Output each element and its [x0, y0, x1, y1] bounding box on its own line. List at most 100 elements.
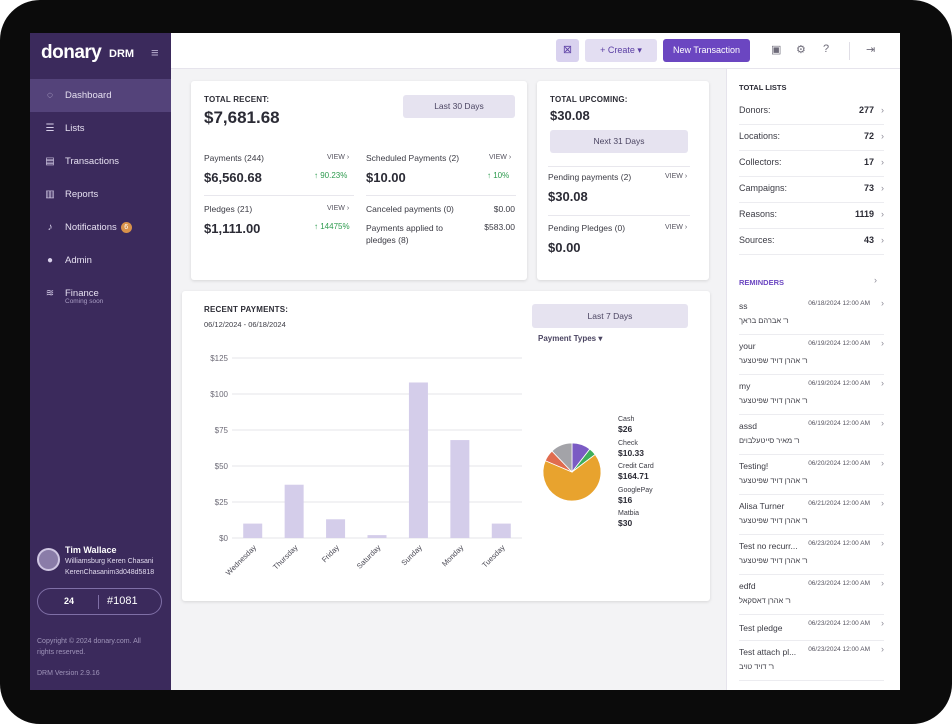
reminder-item[interactable]: Test pledge 06/23/2024 12:00 AM ›: [739, 615, 884, 641]
sidebar-item-reports[interactable]: ▥ Reports: [30, 178, 171, 211]
reminder-item[interactable]: edfd 06/23/2024 12:00 AM › ר' אהרן דאסקאל: [739, 575, 884, 615]
legend-label: Credit Card: [618, 463, 654, 470]
avatar: [37, 548, 60, 571]
reminder-title: Test pledge: [739, 623, 783, 633]
legend-item: Check $10.33: [618, 439, 678, 458]
scheduled-view-link[interactable]: VIEW ›: [489, 154, 512, 161]
legend-value: $16: [618, 494, 633, 505]
legend-item: Matbia $30: [618, 509, 678, 528]
last-30-days-button[interactable]: Last 30 Days: [403, 95, 515, 118]
reminder-item[interactable]: Test no recurr... 06/23/2024 12:00 AM › ר' …: [739, 535, 884, 575]
list-row[interactable]: Campaigns: 73 ›: [739, 177, 884, 203]
reminder-item[interactable]: my 06/19/2024 12:00 AM › ר' אהרן דויד שפיטצ…: [739, 375, 884, 415]
chevron-right-icon: ›: [881, 378, 884, 388]
sidebar-nav: ◌ Dashboard ☰ Lists ▤ Transactions ▥ Rep…: [30, 79, 171, 310]
pending-pledges-value: $0.00: [548, 240, 581, 255]
pie-slice-matbia[interactable]: [551, 442, 573, 473]
bar-thursday[interactable]: [284, 484, 304, 538]
reminders-chevron-icon[interactable]: ›: [874, 275, 877, 285]
sidebar-item-finance[interactable]: ≋ Finance Coming soon: [30, 277, 171, 310]
list-row-value: 17: [863, 157, 874, 167]
copyright: Copyright © 2024 donary.com. All rights …: [37, 638, 141, 656]
list-row[interactable]: Sources: 43 ›: [739, 229, 884, 255]
reminder-date: 06/23/2024 12:00 AM: [808, 620, 870, 627]
chevron-right-icon: ›: [881, 298, 884, 308]
payment-types-dropdown[interactable]: Payment Types ▾: [538, 334, 603, 343]
user-org: Williamsburg Keren Chasani: [65, 558, 154, 565]
payments-label: Payments (244): [204, 153, 264, 163]
bar-saturday[interactable]: [367, 535, 387, 538]
reminder-item[interactable]: Test attach pl... 06/23/2024 12:00 AM › ר' …: [739, 641, 884, 681]
pending-pledges-view-link[interactable]: VIEW ›: [665, 224, 688, 231]
payment-types-pie-chart: [542, 442, 602, 502]
legend-item: Credit Card $164.71: [618, 462, 678, 481]
payments-change: ↑ 90.23%: [314, 171, 348, 180]
reminder-date: 06/20/2024 12:00 AM: [808, 460, 870, 467]
reminder-date: 06/18/2024 12:00 AM: [808, 300, 870, 307]
bar-sunday[interactable]: [408, 382, 428, 538]
reminder-item[interactable]: Testing! 06/20/2024 12:00 AM › ר' אהרן דויד…: [739, 455, 884, 495]
chevron-right-icon: ›: [881, 183, 884, 193]
reminder-title: ss: [739, 301, 748, 311]
sidebar-item-transactions[interactable]: ▤ Transactions: [30, 145, 171, 178]
dashboard-icon: ◌: [47, 90, 53, 101]
pledges-label: Pledges (21): [204, 204, 253, 214]
reminder-title: Test no recurr...: [739, 541, 798, 551]
reminder-item[interactable]: your 06/19/2024 12:00 AM › ר' אהרן דויד שפי…: [739, 335, 884, 375]
reminder-date: 06/19/2024 12:00 AM: [808, 420, 870, 427]
payments-view-link[interactable]: VIEW ›: [327, 154, 350, 161]
menu-toggle-icon[interactable]: ≡: [151, 45, 159, 60]
sidebar-item-lists[interactable]: ☰ Lists: [30, 112, 171, 145]
list-row[interactable]: Donors: 277 ›: [739, 99, 884, 125]
legend-item: Cash $26: [618, 415, 678, 434]
pending-payments-view-link[interactable]: VIEW ›: [665, 173, 688, 180]
sidebar-item-label: Notifications: [65, 222, 117, 233]
settings-box-icon[interactable]: ⚙: [796, 44, 806, 56]
reminder-donor: ר' מאיר סייטעלבוים: [739, 436, 800, 445]
total-lists-title: TOTAL LISTS: [739, 83, 787, 92]
reminder-donor: ר' אהרן דויד שפיטצער: [739, 356, 808, 365]
legend-label: GooglePay: [618, 486, 653, 494]
list-row[interactable]: Reasons: 1119 ›: [739, 203, 884, 229]
user-profile[interactable]: Tim Wallace Williamsburg Keren Chasani K…: [37, 545, 167, 579]
reminder-date: 06/19/2024 12:00 AM: [808, 340, 870, 347]
sidebar-item-admin[interactable]: ● Admin: [30, 244, 171, 277]
last-7-days-button[interactable]: Last 7 Days: [532, 304, 688, 328]
list-row[interactable]: Collectors: 17 ›: [739, 151, 884, 177]
cards-icon[interactable]: ▣: [771, 44, 782, 56]
reminder-item[interactable]: assd 06/19/2024 12:00 AM › ר' מאיר סייטעלבו…: [739, 415, 884, 455]
bar-wednesday[interactable]: [243, 523, 263, 538]
create-button[interactable]: + Create ▾: [585, 39, 657, 62]
reminder-donor: ר' אברהם בראך: [739, 316, 789, 325]
reminders-title[interactable]: REMINDERS: [739, 278, 785, 287]
total-recent-amount: $7,681.68: [204, 108, 280, 127]
grid-switch-icon[interactable]: ⊠: [556, 39, 579, 62]
new-transaction-button[interactable]: New Transaction: [663, 39, 750, 62]
logout-icon[interactable]: ⇥: [866, 44, 876, 56]
pledges-view-link[interactable]: VIEW ›: [327, 205, 350, 212]
sidebar-item-dashboard[interactable]: ◌ Dashboard: [30, 79, 171, 112]
reminder-date: 06/23/2024 12:00 AM: [808, 540, 870, 547]
help-icon[interactable]: ?: [823, 43, 830, 55]
reminder-title: your: [739, 341, 756, 351]
reminder-item[interactable]: ss 06/18/2024 12:00 AM › ר' אברהם בראך: [739, 295, 884, 335]
list-row-value: 1119: [854, 209, 874, 219]
divider: [366, 195, 516, 196]
next-31-days-button[interactable]: Next 31 Days: [550, 130, 688, 153]
bar-tuesday[interactable]: [491, 523, 511, 538]
x-tick-label: Monday: [440, 543, 465, 568]
bar-friday[interactable]: [326, 519, 346, 538]
list-icon: ☰: [45, 123, 55, 134]
user-id: KerenChasanim3d048d5818: [65, 569, 155, 576]
total-recent-title: TOTAL RECENT:: [204, 95, 270, 104]
applied-value: $583.00: [484, 222, 515, 232]
scheduled-value: $10.00: [366, 170, 406, 185]
account-pill[interactable]: 24 #1081: [37, 588, 162, 615]
list-row[interactable]: Locations: 72 ›: [739, 125, 884, 151]
transactions-icon: ▤: [45, 156, 55, 167]
list-row-value: 73: [863, 183, 874, 193]
x-tick-label: Tuesday: [480, 543, 507, 570]
bar-monday[interactable]: [450, 440, 470, 538]
reminder-item[interactable]: Alisa Turner 06/21/2024 12:00 AM › ר' אהרן …: [739, 495, 884, 535]
sidebar-item-notifications[interactable]: ♪ Notifications 6: [30, 211, 171, 244]
